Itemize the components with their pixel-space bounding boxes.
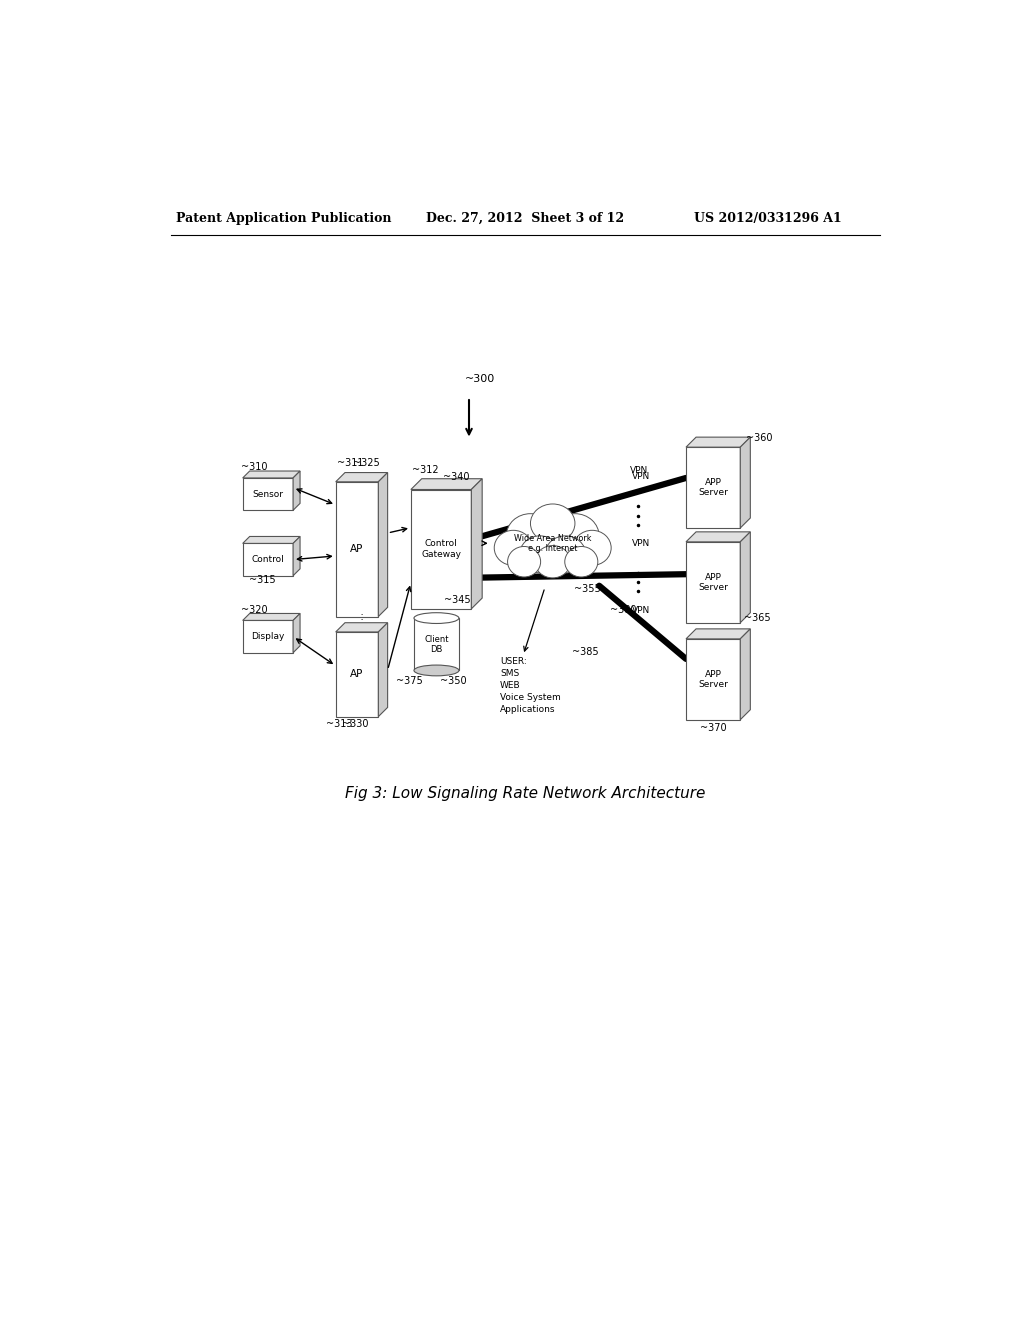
Text: ~320: ~320 (241, 605, 267, 615)
Polygon shape (243, 478, 293, 511)
Polygon shape (336, 632, 378, 717)
Ellipse shape (506, 513, 555, 558)
Ellipse shape (414, 665, 459, 676)
Text: AP: AP (350, 669, 364, 680)
Text: ~311: ~311 (337, 458, 364, 469)
Ellipse shape (495, 531, 532, 565)
Text: ~300: ~300 (465, 374, 496, 384)
Text: ~330: ~330 (342, 719, 369, 730)
Text: ~360: ~360 (746, 433, 773, 444)
Text: :: : (359, 610, 364, 623)
Text: ~365: ~365 (744, 614, 771, 623)
Polygon shape (243, 471, 300, 478)
Ellipse shape (508, 546, 541, 577)
Polygon shape (471, 479, 482, 609)
Text: Patent Application Publication: Patent Application Publication (176, 213, 391, 224)
Polygon shape (411, 490, 471, 609)
Text: ~345: ~345 (444, 595, 471, 606)
Text: APP
Server: APP Server (698, 478, 728, 498)
Text: ~310: ~310 (241, 462, 267, 473)
Polygon shape (686, 437, 751, 447)
Polygon shape (686, 639, 740, 719)
Text: VPN: VPN (632, 606, 650, 615)
Text: Control
Gateway: Control Gateway (421, 540, 461, 558)
Polygon shape (686, 447, 740, 528)
Polygon shape (293, 471, 300, 511)
Ellipse shape (565, 546, 598, 577)
Polygon shape (243, 544, 293, 576)
Text: USER:
SMS
WEB
Voice System
Applications: USER: SMS WEB Voice System Applications (500, 657, 561, 714)
Ellipse shape (545, 536, 586, 573)
Text: ~355: ~355 (574, 583, 601, 594)
Text: ~350: ~350 (440, 676, 467, 686)
Text: APP
Server: APP Server (698, 669, 728, 689)
Polygon shape (378, 623, 388, 717)
Text: ~315: ~315 (249, 576, 275, 586)
Text: Fig 3: Low Signaling Rate Network Architecture: Fig 3: Low Signaling Rate Network Archit… (345, 787, 705, 801)
Text: VPN: VPN (632, 471, 650, 480)
Text: Control: Control (252, 556, 285, 564)
Text: Dec. 27, 2012  Sheet 3 of 12: Dec. 27, 2012 Sheet 3 of 12 (426, 213, 625, 224)
Polygon shape (411, 479, 482, 490)
Polygon shape (414, 618, 459, 671)
Text: ~312: ~312 (413, 465, 439, 475)
Polygon shape (243, 614, 300, 620)
Polygon shape (336, 473, 388, 482)
Ellipse shape (519, 536, 560, 573)
Text: ~340: ~340 (443, 473, 470, 482)
Text: VPN: VPN (630, 466, 648, 475)
Polygon shape (336, 623, 388, 632)
Text: VPN: VPN (632, 540, 650, 549)
Polygon shape (686, 532, 751, 543)
Polygon shape (686, 543, 740, 623)
Ellipse shape (414, 612, 459, 623)
Ellipse shape (530, 504, 574, 543)
Ellipse shape (535, 545, 570, 578)
Polygon shape (686, 628, 751, 639)
Ellipse shape (551, 513, 599, 558)
Text: Wide Area Network
e.g. Internet: Wide Area Network e.g. Internet (514, 533, 592, 553)
Polygon shape (243, 620, 293, 653)
Text: Display: Display (251, 632, 285, 642)
Ellipse shape (573, 531, 611, 565)
Polygon shape (293, 536, 300, 576)
Text: Sensor: Sensor (252, 490, 284, 499)
Polygon shape (740, 628, 751, 719)
Polygon shape (293, 614, 300, 653)
Text: ~325: ~325 (352, 458, 380, 469)
Polygon shape (378, 473, 388, 616)
Polygon shape (740, 437, 751, 528)
Text: ~375: ~375 (396, 676, 423, 686)
Text: ~313: ~313 (327, 719, 353, 730)
Text: ~385: ~385 (572, 647, 599, 657)
Polygon shape (243, 536, 300, 544)
Polygon shape (336, 482, 378, 616)
Text: ~380: ~380 (610, 605, 637, 615)
Text: Client
DB: Client DB (424, 635, 449, 653)
Polygon shape (740, 532, 751, 623)
Text: APP
Server: APP Server (698, 573, 728, 591)
Text: AP: AP (350, 544, 364, 554)
Text: US 2012/0331296 A1: US 2012/0331296 A1 (693, 213, 842, 224)
Text: ~370: ~370 (700, 722, 727, 733)
